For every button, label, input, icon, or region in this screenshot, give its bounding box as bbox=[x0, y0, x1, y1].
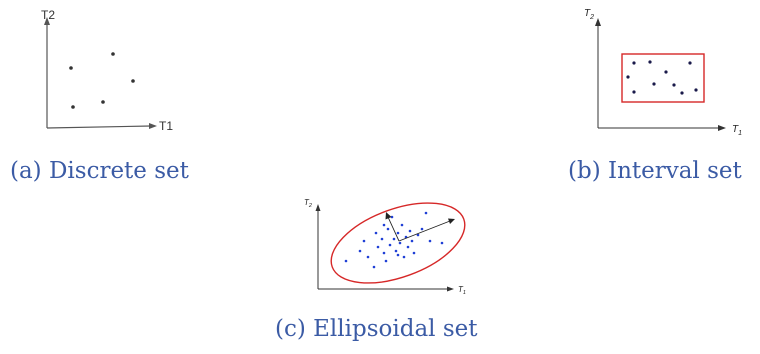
principal-axis-minor bbox=[387, 216, 400, 242]
x-axis bbox=[46, 125, 152, 129]
x-axis-arrowhead bbox=[718, 125, 726, 131]
point bbox=[376, 245, 380, 249]
y-axis-arrowhead bbox=[595, 18, 601, 26]
point bbox=[358, 249, 362, 253]
point bbox=[382, 251, 386, 255]
point bbox=[388, 243, 392, 247]
x-axis-label: T1 bbox=[159, 119, 173, 133]
point bbox=[374, 231, 378, 235]
point bbox=[680, 91, 684, 95]
point bbox=[402, 255, 406, 259]
point bbox=[394, 249, 398, 253]
point bbox=[440, 241, 444, 245]
point bbox=[400, 223, 404, 227]
point bbox=[408, 229, 412, 233]
scatter-points bbox=[344, 211, 444, 269]
point bbox=[652, 82, 656, 86]
point bbox=[344, 259, 348, 263]
point bbox=[390, 215, 394, 219]
point bbox=[406, 245, 410, 249]
point bbox=[694, 88, 698, 92]
point bbox=[672, 83, 676, 87]
uncertainty-ellipse bbox=[330, 202, 466, 284]
point bbox=[396, 253, 400, 257]
point bbox=[664, 70, 668, 74]
point bbox=[380, 237, 384, 241]
caption-discrete-set: (a) Discrete set bbox=[10, 158, 189, 184]
interval-set-diagram: T2 T1 bbox=[584, 8, 742, 137]
point bbox=[101, 100, 105, 104]
point bbox=[71, 105, 75, 109]
point bbox=[688, 61, 692, 65]
caption-ellipsoidal-set: (c) Ellipsoidal set bbox=[275, 316, 478, 342]
point bbox=[420, 227, 424, 231]
point bbox=[626, 75, 630, 79]
y-axis-arrowhead bbox=[44, 17, 50, 25]
panel-ellipsoidal-set: T2 T1 bbox=[302, 195, 482, 297]
y-axis-label: T2 bbox=[41, 8, 55, 22]
minor-axis-arrowhead bbox=[385, 212, 392, 220]
point bbox=[382, 223, 386, 227]
y-axis-arrowhead bbox=[315, 204, 321, 211]
point bbox=[362, 239, 366, 243]
major-axis-arrowhead bbox=[448, 218, 455, 224]
point bbox=[428, 239, 432, 243]
y-axis-label: T2 bbox=[304, 198, 312, 209]
caption-interval-set: (b) Interval set bbox=[568, 158, 742, 184]
point bbox=[398, 241, 402, 245]
point bbox=[392, 237, 396, 241]
panel-interval-set: T2 T1 bbox=[578, 2, 748, 140]
x-axis-label: T1 bbox=[458, 285, 466, 296]
point bbox=[396, 231, 400, 235]
point bbox=[424, 211, 428, 215]
ellipsoidal-set-diagram: T2 T1 bbox=[304, 198, 466, 296]
x-axis-label: T1 bbox=[732, 124, 742, 137]
point bbox=[384, 259, 388, 263]
point bbox=[632, 90, 636, 94]
point bbox=[111, 52, 115, 56]
point bbox=[632, 61, 636, 65]
point bbox=[131, 79, 135, 83]
point bbox=[372, 265, 376, 269]
point bbox=[366, 255, 370, 259]
x-axis-arrowhead bbox=[447, 286, 454, 292]
discrete-set-diagram: T2 T1 bbox=[41, 8, 173, 133]
point bbox=[69, 66, 73, 70]
point bbox=[416, 233, 420, 237]
point bbox=[410, 239, 414, 243]
point bbox=[412, 251, 416, 255]
point bbox=[648, 60, 652, 64]
point bbox=[386, 227, 390, 231]
x-axis-arrowhead bbox=[149, 123, 157, 129]
panel-discrete-set: T2 T1 bbox=[35, 5, 185, 135]
y-axis-label: T2 bbox=[584, 8, 594, 21]
interval-box bbox=[621, 53, 705, 103]
principal-axis-major bbox=[398, 220, 451, 242]
